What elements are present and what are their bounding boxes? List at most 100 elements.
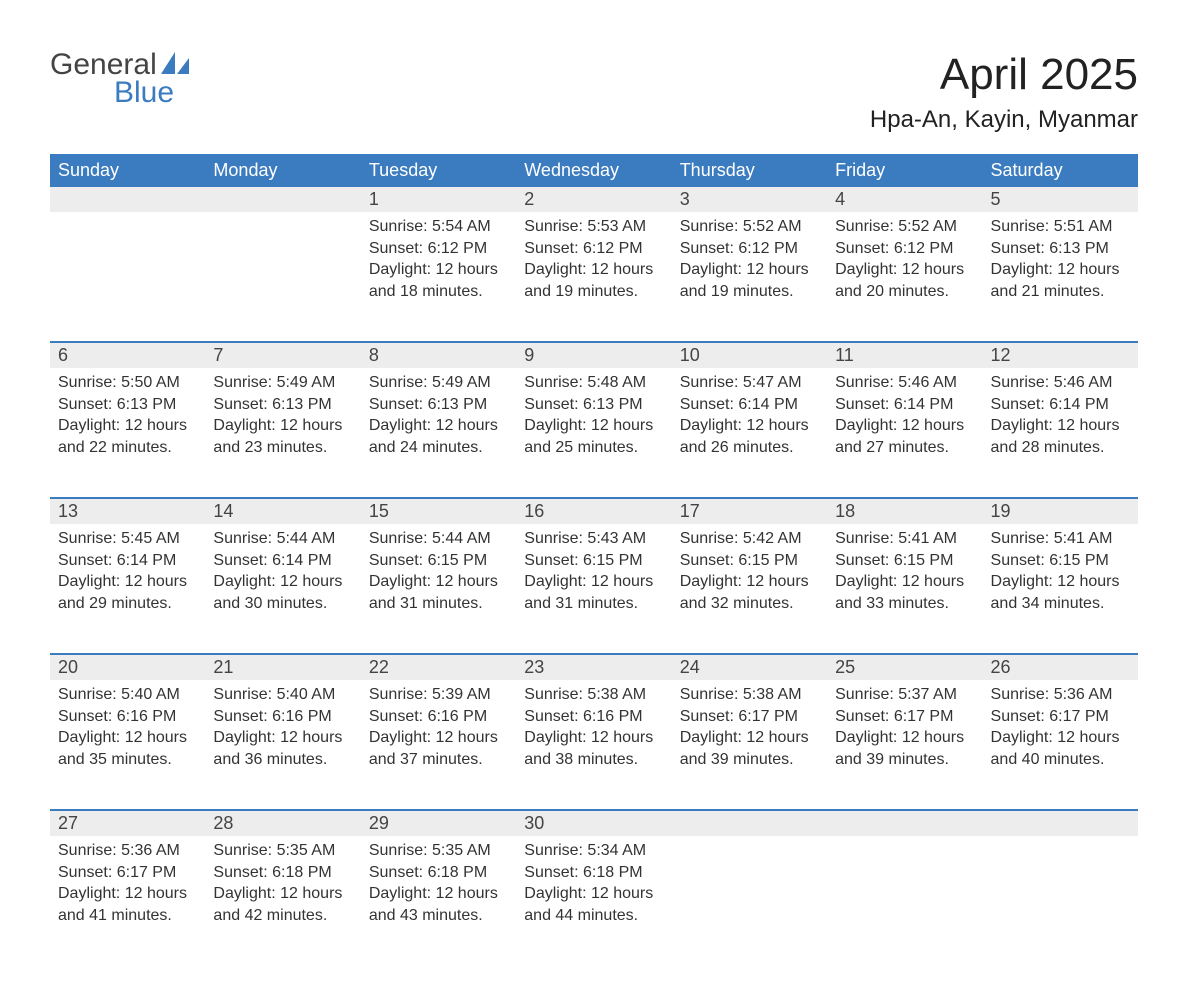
day-number-cell: 5 xyxy=(983,187,1138,212)
sunset-line: Sunset: 6:13 PM xyxy=(524,394,663,416)
day-number: 29 xyxy=(369,813,389,833)
day-number: 27 xyxy=(58,813,78,833)
daylight-label: Daylight: xyxy=(835,417,897,434)
day-number-cell: 4 xyxy=(827,187,982,212)
sunset-value: 6:15 PM xyxy=(583,552,643,569)
sunset-line: Sunset: 6:15 PM xyxy=(680,550,819,572)
daylight-line: Daylight: 12 hours and 35 minutes. xyxy=(58,727,197,770)
sunrise-value: 5:40 AM xyxy=(277,686,336,703)
daylight-line: Daylight: 12 hours and 27 minutes. xyxy=(835,415,974,458)
sunrise-value: 5:49 AM xyxy=(277,374,336,391)
day-cell-body: Sunrise: 5:38 AMSunset: 6:17 PMDaylight:… xyxy=(672,680,827,782)
sunset-label: Sunset: xyxy=(369,240,423,257)
sunset-label: Sunset: xyxy=(58,552,112,569)
day-number-cell: 1 xyxy=(361,187,516,212)
sunset-value: 6:15 PM xyxy=(894,552,954,569)
daylight-label: Daylight: xyxy=(991,573,1053,590)
sunset-label: Sunset: xyxy=(58,708,112,725)
sunrise-line: Sunrise: 5:35 AM xyxy=(369,840,508,862)
sunset-line: Sunset: 6:13 PM xyxy=(991,238,1130,260)
daylight-label: Daylight: xyxy=(369,885,431,902)
sunrise-label: Sunrise: xyxy=(369,686,428,703)
day-number: 11 xyxy=(835,345,854,365)
sunrise-value: 5:40 AM xyxy=(121,686,180,703)
day-number-cell: 20 xyxy=(50,654,205,680)
day-cell-body: Sunrise: 5:35 AMSunset: 6:18 PMDaylight:… xyxy=(205,836,360,938)
sunset-value: 6:18 PM xyxy=(583,864,643,881)
sunset-value: 6:17 PM xyxy=(738,708,798,725)
sunset-line: Sunset: 6:13 PM xyxy=(213,394,352,416)
day-number-cell: 23 xyxy=(516,654,671,680)
day-number: 3 xyxy=(680,189,690,209)
page-header: General Blue April 2025 Hpa-An, Kayin, M… xyxy=(50,50,1138,134)
daylight-label: Daylight: xyxy=(524,261,586,278)
daylight-label: Daylight: xyxy=(835,261,897,278)
sunset-label: Sunset: xyxy=(991,240,1045,257)
sunrise-value: 5:41 AM xyxy=(1054,530,1113,547)
day-number-row: 27282930 xyxy=(50,810,1138,836)
daylight-label: Daylight: xyxy=(213,885,275,902)
day-cell-body: Sunrise: 5:34 AMSunset: 6:18 PMDaylight:… xyxy=(516,836,671,938)
day-cell: Sunrise: 5:34 AMSunset: 6:18 PMDaylight:… xyxy=(516,836,671,966)
daylight-line: Daylight: 12 hours and 33 minutes. xyxy=(835,571,974,614)
day-cell-body: Sunrise: 5:41 AMSunset: 6:15 PMDaylight:… xyxy=(827,524,982,626)
sunset-value: 6:17 PM xyxy=(1049,708,1109,725)
sunset-line: Sunset: 6:18 PM xyxy=(369,862,508,884)
day-number-cell: 24 xyxy=(672,654,827,680)
sunrise-label: Sunrise: xyxy=(58,842,117,859)
day-number-cell: 8 xyxy=(361,342,516,368)
day-number: 16 xyxy=(524,501,544,521)
sunset-line: Sunset: 6:14 PM xyxy=(213,550,352,572)
day-cell-body: Sunrise: 5:52 AMSunset: 6:12 PMDaylight:… xyxy=(827,212,982,314)
month-title: April 2025 xyxy=(870,50,1138,100)
daylight-line: Daylight: 12 hours and 39 minutes. xyxy=(835,727,974,770)
day-number: 4 xyxy=(835,189,845,209)
daylight-label: Daylight: xyxy=(991,417,1053,434)
sunset-line: Sunset: 6:14 PM xyxy=(835,394,974,416)
day-cell: Sunrise: 5:37 AMSunset: 6:17 PMDaylight:… xyxy=(827,680,982,810)
empty-cell xyxy=(672,836,827,966)
day-number-cell: 29 xyxy=(361,810,516,836)
daylight-line: Daylight: 12 hours and 41 minutes. xyxy=(58,883,197,926)
sunrise-label: Sunrise: xyxy=(680,530,739,547)
sunset-label: Sunset: xyxy=(835,240,889,257)
sunset-line: Sunset: 6:12 PM xyxy=(680,238,819,260)
sunrise-label: Sunrise: xyxy=(524,374,583,391)
sunrise-label: Sunrise: xyxy=(524,530,583,547)
sunset-value: 6:14 PM xyxy=(894,396,954,413)
sunset-value: 6:13 PM xyxy=(117,396,177,413)
sunset-label: Sunset: xyxy=(524,240,578,257)
sunset-label: Sunset: xyxy=(369,864,423,881)
sunset-label: Sunset: xyxy=(213,552,267,569)
daylight-line: Daylight: 12 hours and 24 minutes. xyxy=(369,415,508,458)
sunset-line: Sunset: 6:17 PM xyxy=(680,706,819,728)
sunset-line: Sunset: 6:18 PM xyxy=(524,862,663,884)
day-number: 14 xyxy=(213,501,233,521)
sunrise-label: Sunrise: xyxy=(58,374,117,391)
day-cell-body: Sunrise: 5:41 AMSunset: 6:15 PMDaylight:… xyxy=(983,524,1138,626)
day-cell: Sunrise: 5:40 AMSunset: 6:16 PMDaylight:… xyxy=(205,680,360,810)
sunrise-label: Sunrise: xyxy=(835,686,894,703)
brand-logo: General Blue xyxy=(50,50,189,108)
sunrise-value: 5:47 AM xyxy=(743,374,802,391)
sunset-value: 6:12 PM xyxy=(583,240,643,257)
sunset-label: Sunset: xyxy=(369,552,423,569)
sunrise-line: Sunrise: 5:44 AM xyxy=(213,528,352,550)
sunset-line: Sunset: 6:15 PM xyxy=(524,550,663,572)
day-number-cell: 21 xyxy=(205,654,360,680)
sunset-label: Sunset: xyxy=(835,552,889,569)
sunset-line: Sunset: 6:14 PM xyxy=(991,394,1130,416)
daylight-line: Daylight: 12 hours and 43 minutes. xyxy=(369,883,508,926)
daylight-label: Daylight: xyxy=(524,417,586,434)
sunrise-line: Sunrise: 5:49 AM xyxy=(369,372,508,394)
day-cell-body: Sunrise: 5:48 AMSunset: 6:13 PMDaylight:… xyxy=(516,368,671,470)
sunrise-label: Sunrise: xyxy=(213,842,272,859)
day-cell-body: Sunrise: 5:49 AMSunset: 6:13 PMDaylight:… xyxy=(205,368,360,470)
sunrise-value: 5:53 AM xyxy=(587,218,646,235)
sunset-line: Sunset: 6:16 PM xyxy=(524,706,663,728)
daylight-label: Daylight: xyxy=(835,729,897,746)
sunset-label: Sunset: xyxy=(524,396,578,413)
sunrise-label: Sunrise: xyxy=(369,218,428,235)
day-number-cell: 16 xyxy=(516,498,671,524)
daylight-line: Daylight: 12 hours and 31 minutes. xyxy=(369,571,508,614)
